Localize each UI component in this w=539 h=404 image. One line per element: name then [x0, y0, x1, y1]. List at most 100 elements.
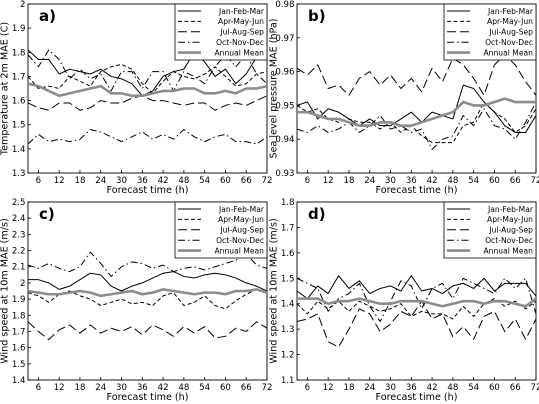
- y-tick-label: 1.8: [281, 198, 295, 208]
- x-tick-label: 42: [427, 383, 438, 393]
- plot-frame: [296, 3, 537, 174]
- series-line-apr-may-jun: [297, 101, 536, 144]
- x-tick-label: 72: [531, 383, 539, 393]
- x-axis-label: Forecast time (h): [376, 185, 458, 196]
- x-tick-label: 30: [116, 383, 127, 393]
- legend-label: Apr-May-Jun: [487, 17, 533, 26]
- x-tick-label: 48: [447, 176, 458, 186]
- x-tick-label: 18: [74, 176, 85, 186]
- y-tick-label: 1.5: [12, 360, 26, 370]
- legend-label: Annual Mean: [214, 48, 264, 57]
- legend-label: Jan-Feb-Mar: [218, 7, 265, 16]
- x-tick-label: 66: [241, 383, 252, 393]
- x-tick-label: 48: [447, 383, 458, 393]
- x-axis-label: Forecast time (h): [107, 392, 189, 403]
- x-tick-label: 66: [510, 383, 521, 393]
- y-tick-label: 2.4: [12, 214, 26, 224]
- y-tick-label: 1.3: [12, 169, 26, 179]
- y-tick-label: 2.5: [12, 198, 26, 208]
- x-tick-label: 12: [54, 383, 65, 393]
- x-tick-label: 54: [468, 383, 479, 393]
- x-tick-label: 60: [220, 176, 231, 186]
- y-tick-label: 1.4: [12, 145, 26, 155]
- x-tick-label: 54: [199, 383, 210, 393]
- x-tick-label: 12: [323, 176, 334, 186]
- y-tick-label: 1.5: [281, 274, 295, 284]
- plot-frame: [27, 3, 268, 174]
- legend-label: Annual Mean: [483, 246, 533, 255]
- legend-label: Apr-May-Jun: [487, 215, 533, 224]
- x-tick-label: 36: [406, 176, 417, 186]
- x-tick-label: 48: [178, 176, 189, 186]
- y-tick-label: 2: [20, 0, 25, 10]
- series-line-apr-may-jun: [28, 288, 267, 310]
- x-tick-label: 18: [343, 383, 354, 393]
- y-tick-label: 0.93: [275, 169, 294, 179]
- y-tick-label: 1.7: [12, 72, 26, 82]
- legend-label: Oct-Nov-Dec: [485, 38, 533, 47]
- series-line-oct-nov-dec: [297, 101, 536, 150]
- legend-box: [174, 3, 268, 61]
- y-tick-label: 1.5: [12, 121, 26, 131]
- x-axis-label: Forecast time (h): [376, 392, 458, 403]
- x-tick-label: 24: [95, 176, 106, 186]
- y-tick-label: 1.7: [281, 223, 295, 233]
- y-tick-label: 1.6: [281, 249, 295, 259]
- x-tick-label: 66: [510, 176, 521, 186]
- legend-label: Oct-Nov-Dec: [216, 236, 264, 245]
- x-tick-label: 6: [36, 176, 41, 186]
- series-line-jan-feb-mar: [297, 275, 536, 300]
- x-tick-label: 48: [178, 383, 189, 393]
- x-tick-label: 72: [531, 176, 539, 186]
- panel-label: b): [308, 7, 326, 25]
- panel-label: a): [39, 7, 56, 25]
- y-tick-label: 1.4: [281, 300, 295, 310]
- y-tick-label: 1.4: [12, 376, 26, 386]
- x-tick-label: 42: [158, 176, 169, 186]
- legend-label: Jan-Feb-Mar: [218, 205, 265, 214]
- y-tick-label: 1.6: [12, 344, 26, 354]
- x-tick-label: 36: [137, 176, 148, 186]
- y-tick-label: 2.2: [12, 247, 26, 257]
- series-line-apr-may-jun: [28, 63, 267, 94]
- y-tick-label: 0.98: [275, 0, 294, 10]
- x-tick-label: 24: [364, 176, 375, 186]
- legend-label: Jul-Aug-Sep: [488, 226, 533, 235]
- chart-panel-4: 1.1 1.2 1.3 1.4 1.5 1.6 1.7 1.8 6 12 18 24 30 36 42 48 5…: [269, 198, 539, 403]
- legend-label: Jan-Feb-Mar: [487, 205, 534, 214]
- x-tick-label: 60: [220, 383, 231, 393]
- x-tick-label: 60: [489, 383, 500, 393]
- x-tick-label: 6: [305, 383, 310, 393]
- legend-box: [443, 201, 537, 259]
- x-tick-label: 54: [468, 176, 479, 186]
- x-tick-label: 42: [427, 176, 438, 186]
- legend-label: Oct-Nov-Dec: [485, 236, 533, 245]
- x-tick-label: 6: [36, 383, 41, 393]
- y-tick-label: 1.8: [12, 48, 26, 58]
- chart-panel-3: 1.4 1.5 1.6 1.7 1.8 1.9 2 2.1 2.2 2.3 2.4 2.5 6 12 18 2…: [0, 198, 272, 403]
- x-tick-label: 30: [116, 176, 127, 186]
- x-tick-label: 54: [199, 176, 210, 186]
- y-tick-label: 1.1: [281, 376, 295, 386]
- series-line-jul-aug-sep: [297, 54, 536, 96]
- series-line-jul-aug-sep: [28, 95, 267, 111]
- legend-label: Jul-Aug-Sep: [219, 28, 264, 37]
- series-line-oct-nov-dec: [28, 251, 267, 277]
- y-tick-label: 1.9: [12, 24, 26, 34]
- series-line-jan-feb-mar: [28, 271, 267, 292]
- x-tick-label: 18: [343, 176, 354, 186]
- x-tick-label: 30: [385, 176, 396, 186]
- x-tick-label: 30: [385, 383, 396, 393]
- y-axis-label: Wind speed at 10m MAE (m/s): [0, 218, 11, 364]
- x-tick-label: 18: [74, 383, 85, 393]
- series-line-jul-aug-sep: [28, 321, 267, 341]
- y-tick-label: 1.2: [281, 351, 295, 361]
- chart-panel-2: 0.93 0.94 0.95 0.96 0.97 0.98 6 12 18 24 30 36 42 48 5…: [269, 0, 539, 196]
- x-tick-label: 6: [305, 176, 310, 186]
- legend-label: Oct-Nov-Dec: [216, 38, 264, 47]
- x-tick-label: 36: [406, 383, 417, 393]
- y-tick-label: 1.3: [281, 325, 295, 335]
- series-line-annual mean: [297, 297, 536, 308]
